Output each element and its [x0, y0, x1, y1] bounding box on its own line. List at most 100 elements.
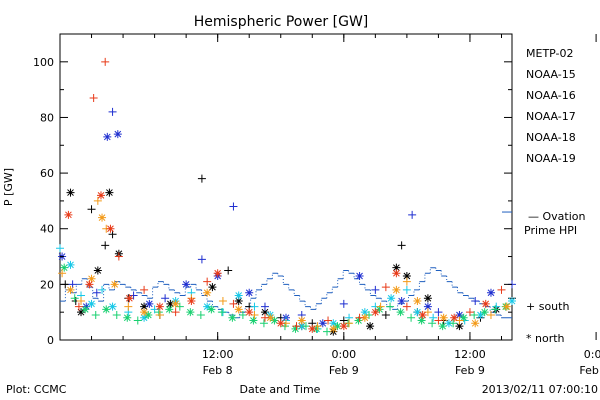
data-point — [470, 310, 479, 319]
ovation-legend-line1: — Ovation — [528, 210, 586, 223]
data-point — [408, 210, 417, 219]
data-point — [260, 313, 269, 322]
legend-entry-metp-02: METP-02 — [526, 47, 574, 60]
data-point — [434, 316, 443, 325]
data-point — [77, 297, 86, 306]
data-point — [166, 299, 175, 308]
data-point — [417, 316, 426, 325]
legend: METP-02 NOAA-15 NOAA-16 NOAA-17 NOAA-18 NOAA-… — [526, 47, 576, 165]
data-point — [491, 305, 500, 314]
series-metp-02 — [61, 174, 516, 336]
data-point — [371, 285, 380, 294]
data-point — [276, 319, 285, 328]
data-point — [324, 316, 333, 325]
data-point — [444, 319, 453, 328]
ovation-step-risers — [64, 267, 502, 318]
ovation-step-line — [60, 267, 512, 319]
data-point — [381, 283, 390, 292]
legend-entry-noaa-15: NOAA-15 — [526, 68, 576, 81]
data-point — [224, 266, 233, 275]
data-point — [292, 322, 301, 331]
data-point — [375, 305, 384, 314]
data-point — [203, 288, 212, 297]
data-point — [140, 285, 149, 294]
data-point — [308, 324, 317, 333]
data-point — [439, 313, 448, 322]
data-point — [392, 263, 401, 272]
data-point — [402, 277, 411, 286]
data-point — [339, 322, 348, 331]
data-point — [397, 297, 406, 306]
data-point — [171, 299, 180, 308]
data-point — [355, 272, 364, 281]
data-point — [459, 313, 468, 322]
data-point — [89, 93, 98, 102]
data-point — [465, 308, 474, 317]
data-point — [322, 327, 331, 336]
data-point — [140, 313, 149, 322]
data-point — [129, 291, 138, 300]
data-point — [423, 294, 432, 303]
data-point — [245, 288, 254, 297]
data-point — [371, 308, 380, 317]
data-point — [234, 297, 243, 306]
ovation-legend-line2: Prime HPI — [524, 224, 577, 237]
y-axis-label: P [GW] — [2, 168, 15, 206]
data-point — [360, 313, 369, 322]
data-point — [376, 302, 385, 311]
data-point — [140, 308, 149, 317]
data-point — [87, 205, 96, 214]
data-point — [197, 255, 206, 264]
data-point — [413, 308, 422, 317]
x-tick-time-label: 12:00 — [454, 348, 486, 361]
data-point — [387, 294, 396, 303]
data-points — [56, 57, 516, 336]
data-point — [125, 294, 134, 303]
data-point — [471, 297, 480, 306]
data-point — [449, 319, 458, 328]
data-point — [218, 297, 227, 306]
data-point — [318, 319, 327, 328]
data-point — [98, 285, 107, 294]
y-tick-label: 60 — [40, 167, 54, 180]
data-point — [339, 299, 348, 308]
data-point — [133, 316, 142, 325]
data-point — [113, 130, 122, 139]
series-noaa-15 — [58, 107, 516, 328]
plot-frame — [59, 33, 513, 341]
data-point — [87, 274, 96, 283]
data-point — [234, 305, 243, 314]
data-point — [124, 302, 133, 311]
data-point — [203, 277, 212, 286]
data-point — [366, 322, 375, 331]
x-tick-time-label: 0:00 — [584, 348, 600, 361]
data-point — [250, 302, 259, 311]
data-point — [217, 308, 226, 317]
data-point — [429, 313, 438, 322]
data-point — [207, 305, 216, 314]
data-point — [423, 302, 432, 311]
data-point — [144, 310, 153, 319]
data-point — [486, 310, 495, 319]
data-point — [108, 107, 117, 116]
data-point — [508, 297, 516, 306]
x-tick-date-label: Feb 9 — [455, 364, 485, 377]
data-point — [77, 308, 86, 317]
y-tick-label: 40 — [40, 223, 54, 236]
data-point — [197, 174, 206, 183]
data-point — [110, 280, 119, 289]
data-point — [60, 263, 69, 272]
data-point — [481, 299, 490, 308]
legend-entry-noaa-18: NOAA-18 — [526, 131, 576, 144]
data-point — [171, 308, 180, 317]
data-point — [402, 272, 411, 281]
x-tick-time-label: 12:00 — [202, 348, 234, 361]
y-tick-label: 100 — [33, 56, 54, 69]
data-point — [360, 308, 369, 317]
ovation-prime-hpi-series — [60, 211, 512, 319]
x-tick-time-label: 0:00 — [331, 348, 356, 361]
y-tick-label: 0 — [47, 334, 54, 347]
data-point — [101, 57, 110, 66]
data-point — [450, 313, 459, 322]
data-point — [145, 299, 154, 308]
